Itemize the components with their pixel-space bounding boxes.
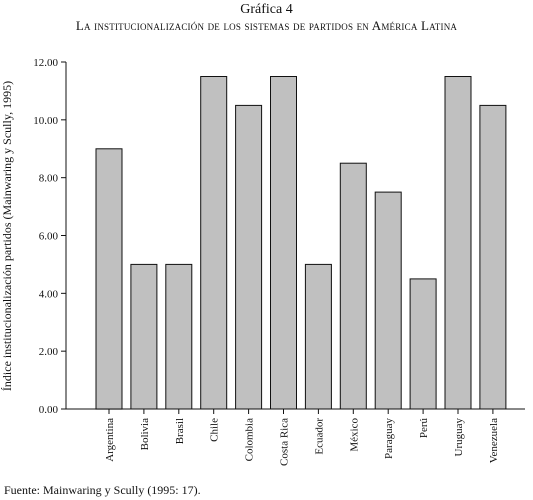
bars xyxy=(95,76,507,410)
x-tick-label-argentina: Argentina xyxy=(104,418,116,462)
x-tick-label-mexico: México xyxy=(348,418,360,452)
bar-peru xyxy=(409,278,437,410)
bar-uruguay xyxy=(444,76,472,410)
bar-mexico xyxy=(339,162,367,410)
x-tick-label-brasil: Brasil xyxy=(174,418,186,444)
x-tick-label-chile: Chile xyxy=(209,418,221,442)
figure-label: Gráfica 4 xyxy=(240,2,293,17)
y-tick-label: 8.00 xyxy=(39,173,59,185)
bar-chile xyxy=(200,76,228,410)
y-axis-label: Índice institucionalización partidos (Ma… xyxy=(0,81,14,391)
bar-ecuador xyxy=(304,263,332,410)
y-tick-label: 12.00 xyxy=(33,57,58,69)
figure-title: La institucionalización de los sistemas … xyxy=(75,18,458,33)
x-tick-label-bolivia: Bolivia xyxy=(139,418,151,451)
x-tick-label-ecuador: Ecuador xyxy=(313,418,325,455)
bar-colombia xyxy=(235,104,263,410)
source-note: Fuente: Mainwaring y Scully (1995: 17). xyxy=(4,483,201,497)
bar-venezuela xyxy=(479,104,507,410)
x-tick-label-colombia: Colombia xyxy=(244,418,256,462)
x-tick-label-paraguay: Paraguay xyxy=(383,418,395,459)
y-tick-label: 0.00 xyxy=(39,404,59,416)
bar-brasil xyxy=(165,263,193,410)
y-tick-label: 6.00 xyxy=(39,231,59,243)
bar-bolivia xyxy=(130,263,158,410)
y-axis: 0.00 2.00 4.00 6.00 8.00 10.00 12.00 xyxy=(33,57,67,416)
x-tick-label-venezuela: Venezuela xyxy=(488,418,500,463)
y-tick-label: 2.00 xyxy=(39,346,59,358)
bar-argentina xyxy=(95,148,123,410)
x-tick-label-uruguay: Uruguay xyxy=(453,418,465,457)
y-tick-label: 10.00 xyxy=(33,115,58,127)
x-axis: Argentina Bolivia Brasil Chile Colombia Costa… xyxy=(66,408,525,466)
x-tick-label-costa-rica: Costa Rica xyxy=(279,418,291,466)
y-tick-label: 4.00 xyxy=(39,288,59,300)
x-tick-label-peru: Perú xyxy=(418,418,430,439)
bar-costa-rica xyxy=(270,76,297,410)
bar-paraguay xyxy=(374,191,402,410)
title-block: Gráfica 4 La institucionalización de los… xyxy=(0,2,533,34)
